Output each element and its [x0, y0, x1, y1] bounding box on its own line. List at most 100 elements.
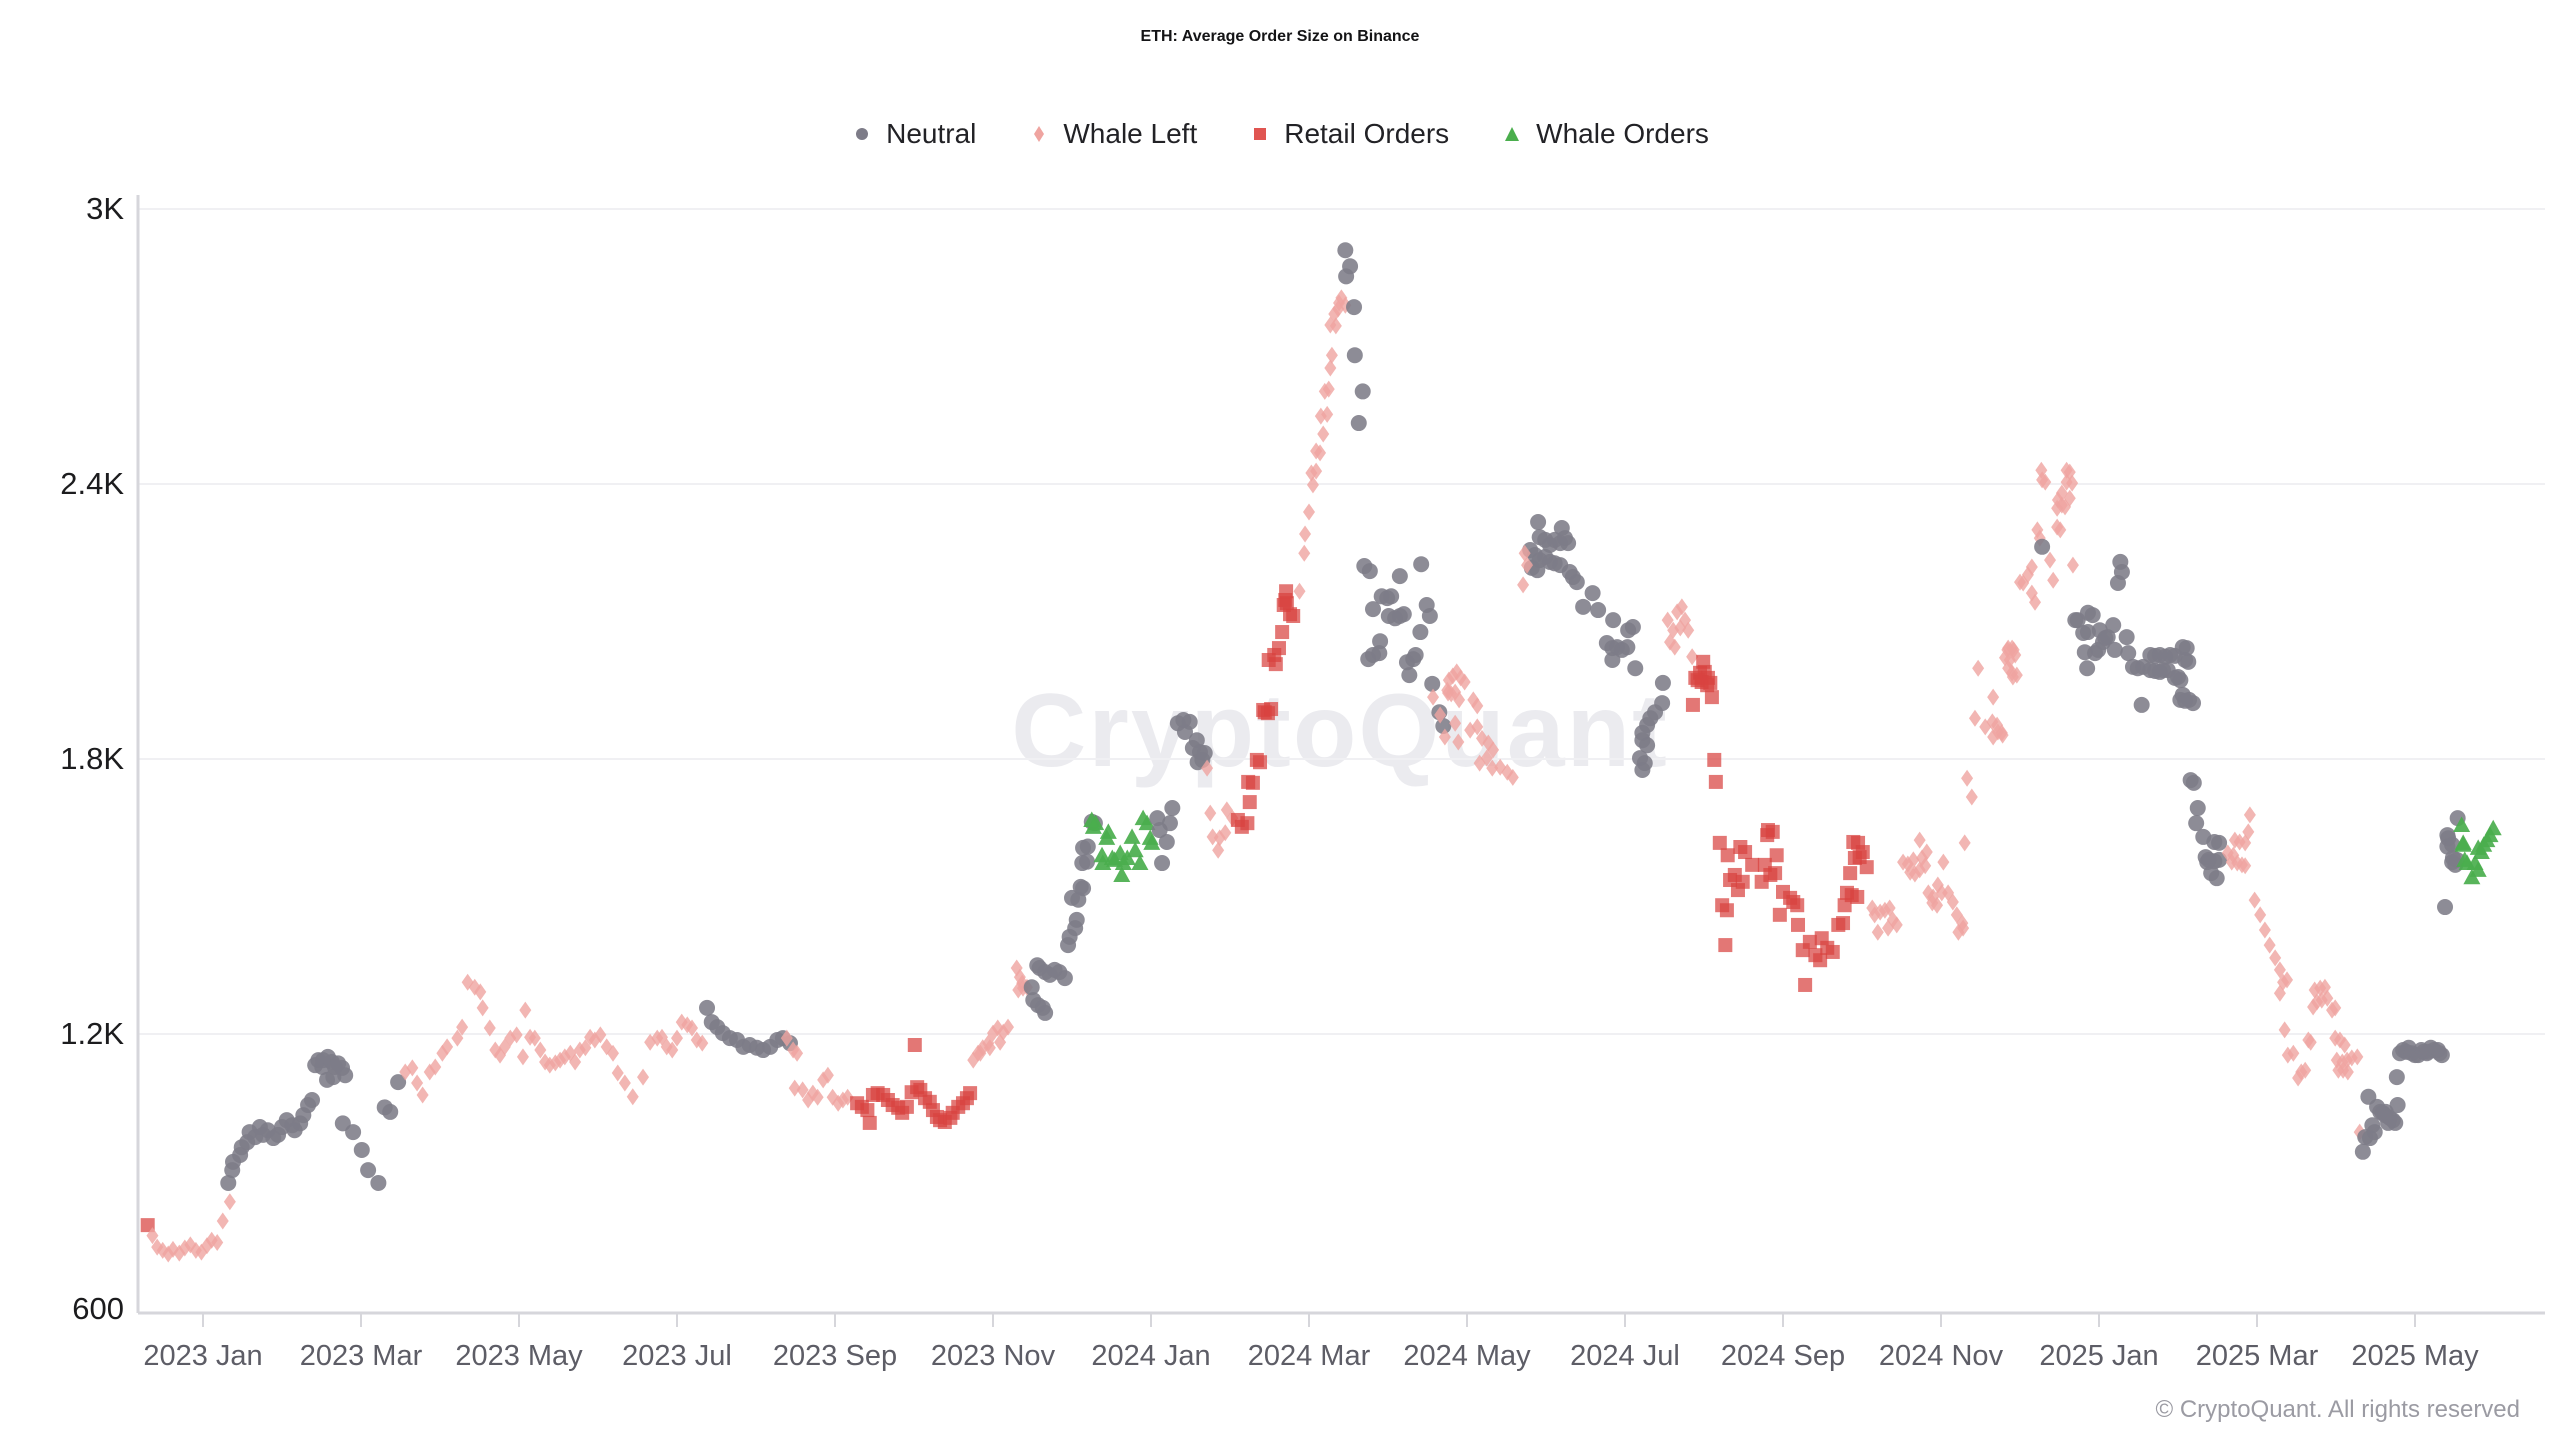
data-point-whale-orders	[1113, 866, 1131, 882]
data-point-retail-orders	[963, 1086, 978, 1101]
data-point-whale-left	[611, 1064, 624, 1082]
data-point-neutral	[2366, 1124, 2383, 1141]
data-point-whale-orders	[2454, 836, 2472, 852]
data-point-whale-left	[441, 1038, 454, 1056]
data-point-retail-orders	[1798, 977, 1813, 992]
data-point-neutral	[2079, 660, 2096, 677]
data-point-whale-left	[1965, 788, 1978, 806]
data-point-whale-left	[2035, 461, 2048, 479]
data-point-whale-left	[2039, 473, 2052, 491]
data-point-neutral	[370, 1174, 387, 1191]
data-point-whale-left	[2248, 891, 2261, 909]
data-point-whale-left	[1506, 768, 1519, 786]
data-point-whale-left	[983, 1039, 996, 1057]
data-point-whale-left	[456, 1018, 469, 1036]
data-point-whale-left	[2054, 521, 2067, 539]
data-point-whale-left	[675, 1013, 688, 1031]
data-point-whale-orders	[1099, 823, 1117, 839]
data-point-whale-left	[2254, 906, 2267, 924]
x-axis-tick-label: 2025 Jan	[2039, 1340, 2158, 1372]
legend-item-retail-orders[interactable]: Retail Orders	[1249, 118, 1449, 150]
x-axis-tick-label: 2025 May	[2351, 1340, 2479, 1372]
data-point-whale-orders	[1084, 818, 1102, 834]
data-point-whale-left	[2329, 999, 2342, 1017]
data-point-neutral	[699, 999, 716, 1016]
data-point-retail-orders	[899, 1099, 914, 1114]
data-point-neutral	[2188, 815, 2205, 832]
data-point-whale-left	[1517, 576, 1530, 594]
data-point-retail-orders	[1719, 903, 1734, 918]
data-point-whale-left	[1913, 831, 1926, 849]
data-point-retail-orders	[1745, 857, 1760, 872]
data-point-neutral	[304, 1092, 321, 1108]
data-point-whale-left	[2269, 949, 2282, 967]
data-point-whale-left	[1298, 544, 1311, 562]
data-point-neutral	[1079, 853, 1096, 870]
data-point-whale-left	[1299, 525, 1312, 543]
data-point-neutral	[1639, 737, 1656, 754]
data-point-neutral	[2178, 640, 2195, 657]
data-point-whale-left	[216, 1212, 229, 1230]
data-point-neutral	[1568, 574, 1585, 591]
data-point-retail-orders	[1795, 943, 1810, 958]
data-point-whale-left	[1322, 380, 1335, 398]
data-point-retail-orders	[1242, 795, 1257, 810]
data-point-neutral	[1149, 810, 1166, 827]
data-point-retail-orders	[1253, 755, 1268, 770]
legend-label: Retail Orders	[1284, 118, 1450, 149]
data-point-neutral	[1634, 762, 1651, 778]
legend-item-whale-left[interactable]: Whale Left	[1028, 118, 1197, 150]
data-point-whale-left	[534, 1041, 547, 1059]
data-point-whale-left	[1434, 706, 1447, 724]
data-point-whale-left	[1471, 718, 1484, 736]
data-point-neutral	[2376, 1107, 2393, 1124]
data-point-retail-orders	[1790, 898, 1805, 913]
x-axis-tick-label: 2023 Nov	[931, 1340, 1056, 1372]
legend-item-whale-orders[interactable]: Whale Orders	[1501, 118, 1709, 150]
legend-item-neutral[interactable]: Neutral	[851, 118, 976, 150]
data-point-neutral	[2211, 834, 2228, 851]
x-axis-tick-label: 2024 May	[1403, 1340, 1531, 1372]
data-point-whale-left	[1471, 697, 1484, 715]
data-point-whale-left	[1458, 673, 1471, 691]
data-point-whale-left	[1324, 359, 1337, 377]
data-point-whale-left	[2304, 1033, 2317, 1051]
data-point-whale-left	[1957, 919, 1970, 937]
data-point-neutral	[1060, 937, 1077, 954]
x-axis-tick-label: 2023 Sep	[773, 1340, 897, 1372]
data-point-retail-orders	[1859, 860, 1874, 875]
data-point-whale-orders	[1138, 814, 1156, 831]
circle-marker-icon	[856, 128, 869, 140]
data-point-whale-left	[1518, 544, 1531, 562]
data-point-retail-orders	[1820, 940, 1835, 955]
data-point-neutral	[2172, 672, 2189, 689]
data-point-retail-orders	[862, 1115, 877, 1130]
data-point-whale-left	[1958, 834, 1971, 852]
data-point-whale-left	[1427, 688, 1440, 706]
data-point-retail-orders	[1850, 889, 1865, 904]
diamond-marker-icon	[1034, 126, 1045, 142]
data-points	[140, 242, 2502, 1263]
data-point-whale-left	[1686, 648, 1699, 666]
square-marker-icon	[1254, 128, 1267, 140]
data-point-whale-left	[2338, 1036, 2351, 1054]
data-point-neutral	[1654, 674, 1671, 691]
x-axis-tick-label: 2024 Nov	[1879, 1340, 2004, 1372]
data-point-whale-left	[1305, 464, 1318, 482]
data-point-retail-orders	[1754, 874, 1769, 889]
data-point-neutral	[337, 1067, 354, 1084]
y-axis-tick-label: 3K	[86, 191, 124, 226]
data-point-whale-left	[2063, 489, 2076, 507]
data-point-neutral	[2105, 617, 2122, 634]
data-point-neutral	[2120, 645, 2137, 662]
data-point-whale-left	[2239, 834, 2252, 852]
data-point-whale-left	[666, 1041, 679, 1059]
data-point-whale-left	[2307, 998, 2320, 1016]
data-point-retail-orders	[140, 1218, 155, 1233]
data-point-neutral	[1560, 535, 1577, 552]
data-point-neutral	[2185, 774, 2202, 791]
data-point-whale-left	[1438, 728, 1451, 746]
data-point-retail-orders	[1712, 835, 1727, 850]
data-point-whale-left	[1961, 769, 1974, 787]
